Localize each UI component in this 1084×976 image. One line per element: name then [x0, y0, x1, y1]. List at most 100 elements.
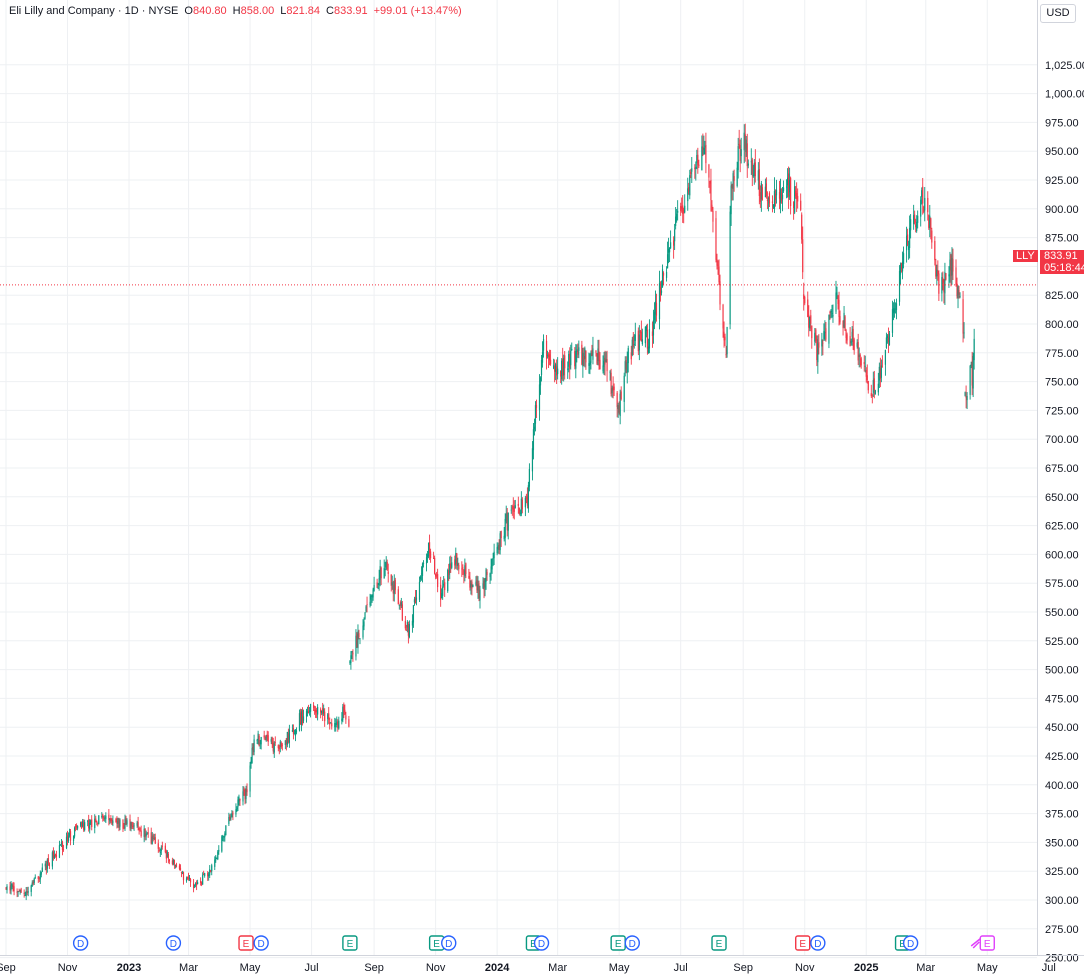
dividend-marker[interactable]: D [165, 935, 182, 951]
candle [561, 358, 563, 385]
earnings-marker[interactable]: E [428, 935, 445, 951]
candle [320, 707, 322, 719]
candle-body [300, 711, 303, 726]
candle [690, 168, 692, 179]
dividend-marker[interactable]: D [902, 935, 919, 951]
candle-body [920, 199, 922, 217]
dividend-marker[interactable]: D [810, 935, 826, 951]
candle [329, 717, 331, 730]
candle-body [670, 242, 672, 249]
dividend-marker[interactable]: D [253, 935, 269, 951]
candle [634, 322, 636, 347]
candle [592, 336, 594, 365]
time-scale-labels[interactable]: Sep Nov 2023 Mar May Jul Sep Nov 2024 Mar May Jul Se… [0, 962, 1056, 974]
price-tick-label: 950.00 [1045, 146, 1079, 158]
earnings-marker[interactable]: E [238, 935, 254, 951]
candle-body [497, 546, 499, 550]
candle-body [598, 351, 600, 362]
candle [929, 204, 931, 238]
candle [83, 819, 85, 832]
candle [542, 334, 545, 358]
candle-body [427, 542, 430, 557]
candle-body [950, 255, 952, 276]
candle-body [955, 267, 957, 285]
candle [627, 345, 629, 373]
candle [760, 180, 762, 212]
dividend-marker[interactable]: D [533, 935, 550, 951]
earnings-marker[interactable]: E [711, 935, 727, 951]
candle-body [627, 348, 629, 364]
open-value: 840.80 [192, 5, 227, 17]
candle-body [174, 864, 177, 866]
candle [357, 624, 359, 654]
candle [950, 253, 952, 287]
candle-body [102, 814, 104, 818]
candle [949, 251, 951, 283]
candle [476, 575, 478, 594]
candle [718, 259, 720, 286]
candle-body [456, 553, 458, 566]
candle [133, 822, 135, 831]
event-marker-label: E [899, 939, 906, 950]
candle [859, 353, 861, 368]
candle [546, 350, 549, 359]
candle-body [680, 205, 682, 211]
candle-body [505, 513, 507, 522]
candle-body [224, 833, 226, 837]
candle [84, 819, 86, 832]
candle [604, 350, 606, 376]
candle [701, 135, 703, 171]
dividend-marker[interactable]: D [441, 935, 457, 951]
candle-body [215, 856, 217, 861]
split-marker-icon[interactable] [970, 937, 982, 949]
candle-body [210, 870, 212, 873]
candle [729, 205, 731, 330]
dividend-marker[interactable]: D [624, 935, 640, 951]
candle-body [705, 144, 707, 164]
candle [345, 711, 347, 724]
candle-body [38, 878, 40, 880]
candle [568, 350, 570, 373]
candle-body [969, 365, 971, 395]
candle-body [814, 332, 816, 342]
earnings-marker[interactable]: E [795, 935, 811, 951]
candle [324, 708, 326, 727]
event-marker-label: E [347, 939, 354, 950]
candle-body [103, 818, 105, 820]
candle-body [125, 817, 127, 825]
candle-body [710, 179, 712, 201]
dividend-marker[interactable]: D [72, 935, 89, 951]
earnings-marker[interactable]: E [979, 935, 995, 951]
candle [528, 463, 531, 492]
last-price-tag: 833.91 05:18:44 [1040, 250, 1084, 274]
candle [411, 614, 414, 633]
candle-body [37, 876, 39, 879]
candle-body [160, 847, 162, 852]
candle-body [244, 789, 246, 800]
candle [129, 814, 131, 831]
candle-body [605, 359, 607, 362]
currency-button[interactable]: USD [1040, 4, 1076, 23]
candle-body [758, 169, 760, 197]
candle [866, 364, 868, 384]
earnings-marker[interactable]: E [342, 935, 358, 951]
candle [45, 860, 47, 875]
candle-body [886, 335, 889, 338]
candle-body [590, 352, 592, 363]
candle-body [87, 820, 89, 822]
candle [828, 314, 830, 349]
earnings-marker[interactable]: E [610, 935, 626, 951]
candle-body [320, 709, 322, 713]
candle [750, 148, 752, 176]
candle-body [260, 736, 262, 745]
candle-body [716, 259, 718, 266]
candle [623, 372, 625, 413]
candle-body [541, 351, 544, 363]
candle [47, 854, 49, 866]
price-scale-panel[interactable] [1037, 0, 1084, 956]
candle [725, 345, 727, 359]
candle-body [856, 342, 858, 347]
candle-body [914, 214, 916, 223]
